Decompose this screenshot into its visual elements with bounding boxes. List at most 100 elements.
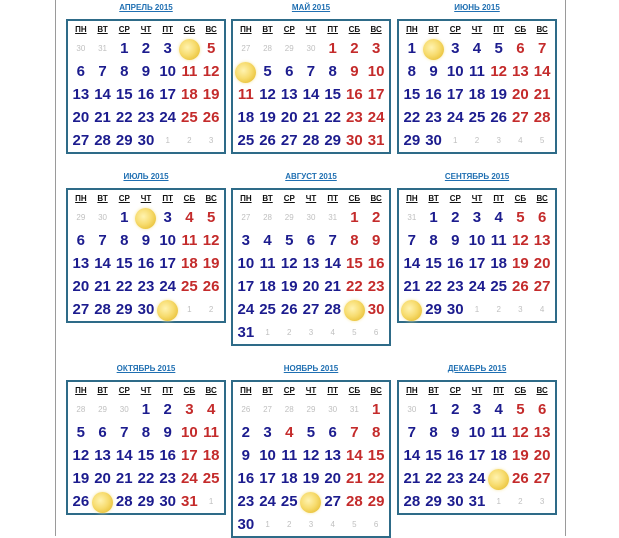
day-cell[interactable]: 15 bbox=[137, 447, 155, 464]
holiday-day[interactable]: 26 bbox=[202, 109, 220, 126]
day-cell-full-moon[interactable] bbox=[300, 490, 322, 513]
day-cell[interactable]: 7 bbox=[306, 63, 316, 80]
day-cell[interactable]: 3 bbox=[163, 209, 172, 226]
day-cell[interactable]: 25 bbox=[490, 278, 507, 295]
day-cell[interactable]: 18 bbox=[280, 470, 298, 487]
day-cell[interactable]: 8 bbox=[120, 232, 129, 249]
day-cell[interactable]: 12 bbox=[302, 447, 320, 464]
other-month-day[interactable]: 2 bbox=[287, 520, 292, 529]
other-month-day[interactable]: 2 bbox=[474, 136, 480, 145]
holiday-day[interactable]: 31 bbox=[367, 132, 385, 149]
day-cell[interactable]: 27 bbox=[72, 132, 90, 149]
other-month-day[interactable]: 30 bbox=[119, 405, 129, 414]
holiday-day[interactable]: 21 bbox=[533, 86, 551, 103]
day-cell-full-moon[interactable] bbox=[235, 60, 257, 83]
day-cell[interactable]: 5 bbox=[76, 424, 86, 441]
day-cell-full-moon[interactable] bbox=[157, 298, 179, 321]
holiday-day[interactable]: 6 bbox=[516, 40, 525, 57]
month-title-link[interactable]: СЕНТЯБРЬ 2015 bbox=[444, 172, 510, 181]
month-title-link[interactable]: ИЮНЬ 2015 bbox=[454, 3, 500, 12]
holiday-day[interactable]: 12 bbox=[512, 424, 529, 441]
day-cell[interactable]: 15 bbox=[403, 86, 421, 103]
holiday-day[interactable]: 11 bbox=[237, 86, 254, 103]
day-cell[interactable]: 14 bbox=[403, 447, 421, 464]
day-cell[interactable]: 7 bbox=[407, 424, 417, 441]
holiday-day[interactable]: 24 bbox=[181, 470, 198, 487]
other-month-day[interactable]: 28 bbox=[284, 405, 294, 414]
other-month-day[interactable]: 4 bbox=[518, 136, 523, 145]
day-cell[interactable]: 7 bbox=[328, 232, 337, 249]
month-title-link[interactable]: НОЯБРЬ 2015 bbox=[283, 364, 339, 373]
day-cell[interactable]: 29 bbox=[425, 493, 442, 510]
holiday-day[interactable]: 1 bbox=[328, 40, 337, 57]
day-cell[interactable]: 16 bbox=[446, 447, 464, 464]
day-cell[interactable]: 15 bbox=[115, 255, 133, 272]
day-cell[interactable]: 5 bbox=[306, 424, 316, 441]
day-cell[interactable]: 25 bbox=[237, 132, 255, 149]
day-cell[interactable]: 27 bbox=[72, 301, 90, 318]
other-month-day[interactable]: 27 bbox=[241, 213, 251, 222]
holiday-day[interactable]: 17 bbox=[181, 447, 198, 464]
day-cell[interactable]: 24 bbox=[159, 109, 176, 126]
day-cell[interactable]: 16 bbox=[137, 86, 155, 103]
day-cell[interactable]: 20 bbox=[302, 278, 320, 295]
other-month-day[interactable]: 1 bbox=[265, 520, 270, 529]
day-cell-full-moon[interactable] bbox=[343, 298, 366, 321]
day-cell[interactable]: 14 bbox=[94, 86, 111, 103]
day-cell[interactable]: 16 bbox=[425, 86, 442, 103]
holiday-day[interactable]: 11 bbox=[181, 232, 198, 249]
day-cell[interactable]: 5 bbox=[263, 63, 272, 80]
holiday-day[interactable]: 13 bbox=[533, 232, 551, 249]
day-cell-full-moon[interactable] bbox=[423, 37, 445, 60]
holiday-day[interactable]: 14 bbox=[533, 63, 551, 80]
day-cell[interactable]: 8 bbox=[120, 63, 129, 80]
holiday-day[interactable]: 25 bbox=[181, 278, 198, 295]
other-month-day[interactable]: 31 bbox=[328, 213, 338, 222]
other-month-day[interactable]: 30 bbox=[328, 405, 338, 414]
day-cell[interactable]: 25 bbox=[280, 493, 298, 510]
other-month-day[interactable]: 30 bbox=[306, 213, 316, 222]
day-cell[interactable]: 23 bbox=[137, 278, 155, 295]
day-cell[interactable]: 11 bbox=[490, 424, 507, 441]
other-month-day[interactable]: 5 bbox=[352, 328, 357, 337]
holiday-day[interactable]: 27 bbox=[512, 109, 529, 126]
day-cell[interactable]: 29 bbox=[324, 132, 341, 149]
day-cell[interactable]: 24 bbox=[446, 109, 464, 126]
month-title-link[interactable]: АПРЕЛЬ 2015 bbox=[119, 3, 173, 12]
day-cell[interactable]: 15 bbox=[425, 255, 442, 272]
other-month-day[interactable]: 27 bbox=[241, 44, 251, 53]
day-cell[interactable]: 23 bbox=[446, 470, 464, 487]
day-cell[interactable]: 13 bbox=[324, 447, 341, 464]
holiday-day[interactable]: 12 bbox=[202, 232, 220, 249]
day-cell[interactable]: 7 bbox=[98, 63, 107, 80]
holiday-day[interactable]: 25 bbox=[181, 109, 198, 126]
day-cell[interactable]: 4 bbox=[263, 232, 272, 249]
holiday-day[interactable]: 29 bbox=[367, 493, 385, 510]
day-cell[interactable]: 11 bbox=[490, 232, 507, 249]
day-cell[interactable]: 22 bbox=[425, 278, 442, 295]
holiday-day[interactable]: 22 bbox=[367, 470, 385, 487]
day-cell[interactable]: 9 bbox=[429, 63, 438, 80]
holiday-day[interactable]: 22 bbox=[346, 278, 363, 295]
day-cell[interactable]: 17 bbox=[159, 255, 176, 272]
other-month-day[interactable]: 2 bbox=[496, 305, 501, 314]
day-cell[interactable]: 21 bbox=[403, 470, 421, 487]
other-month-day[interactable]: 6 bbox=[373, 520, 379, 529]
day-cell[interactable]: 28 bbox=[115, 493, 133, 510]
holiday-day[interactable]: 2 bbox=[371, 209, 381, 226]
day-cell[interactable]: 24 bbox=[237, 301, 255, 318]
day-cell[interactable]: 29 bbox=[403, 132, 421, 149]
holiday-day[interactable]: 12 bbox=[490, 63, 507, 80]
holiday-day[interactable]: 8 bbox=[371, 424, 381, 441]
holiday-day[interactable]: 7 bbox=[350, 424, 359, 441]
day-cell[interactable]: 21 bbox=[302, 109, 320, 126]
holiday-day[interactable]: 20 bbox=[533, 255, 551, 272]
day-cell[interactable]: 30 bbox=[159, 493, 176, 510]
other-month-day[interactable]: 3 bbox=[308, 328, 314, 337]
other-month-day[interactable]: 30 bbox=[98, 213, 107, 222]
other-month-day[interactable]: 30 bbox=[407, 405, 417, 414]
day-cell[interactable]: 18 bbox=[237, 109, 255, 126]
holiday-day[interactable]: 18 bbox=[181, 255, 198, 272]
month-title-link[interactable]: ИЮЛЬ 2015 bbox=[123, 172, 169, 181]
day-cell[interactable]: 25 bbox=[468, 109, 486, 126]
